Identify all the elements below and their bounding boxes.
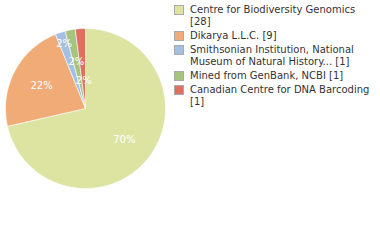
html-text:Canadian Centre for DNA Barcod: Canadian Centre for DNA Barcoding [1] [190, 84, 370, 107]
html-text:Smithsonian Institution, Natio: Smithsonian Institution, National Museum… [190, 44, 354, 67]
svg-text:70%: 70% [113, 134, 135, 145]
svg-text:2%: 2% [56, 38, 72, 49]
html-text:Centre for Biodiversity Genomi: Centre for Biodiversity Genomics [28] [190, 4, 356, 27]
html-text:Dikarya L.L.C. [9]: Dikarya L.L.C. [9] [190, 30, 277, 41]
svg-text:22%: 22% [30, 80, 52, 91]
svg-text:2%: 2% [68, 56, 84, 67]
html-text:Mined from GenBank, NCBI [1]: Mined from GenBank, NCBI [1] [190, 70, 344, 81]
svg-text:2%: 2% [76, 75, 92, 86]
